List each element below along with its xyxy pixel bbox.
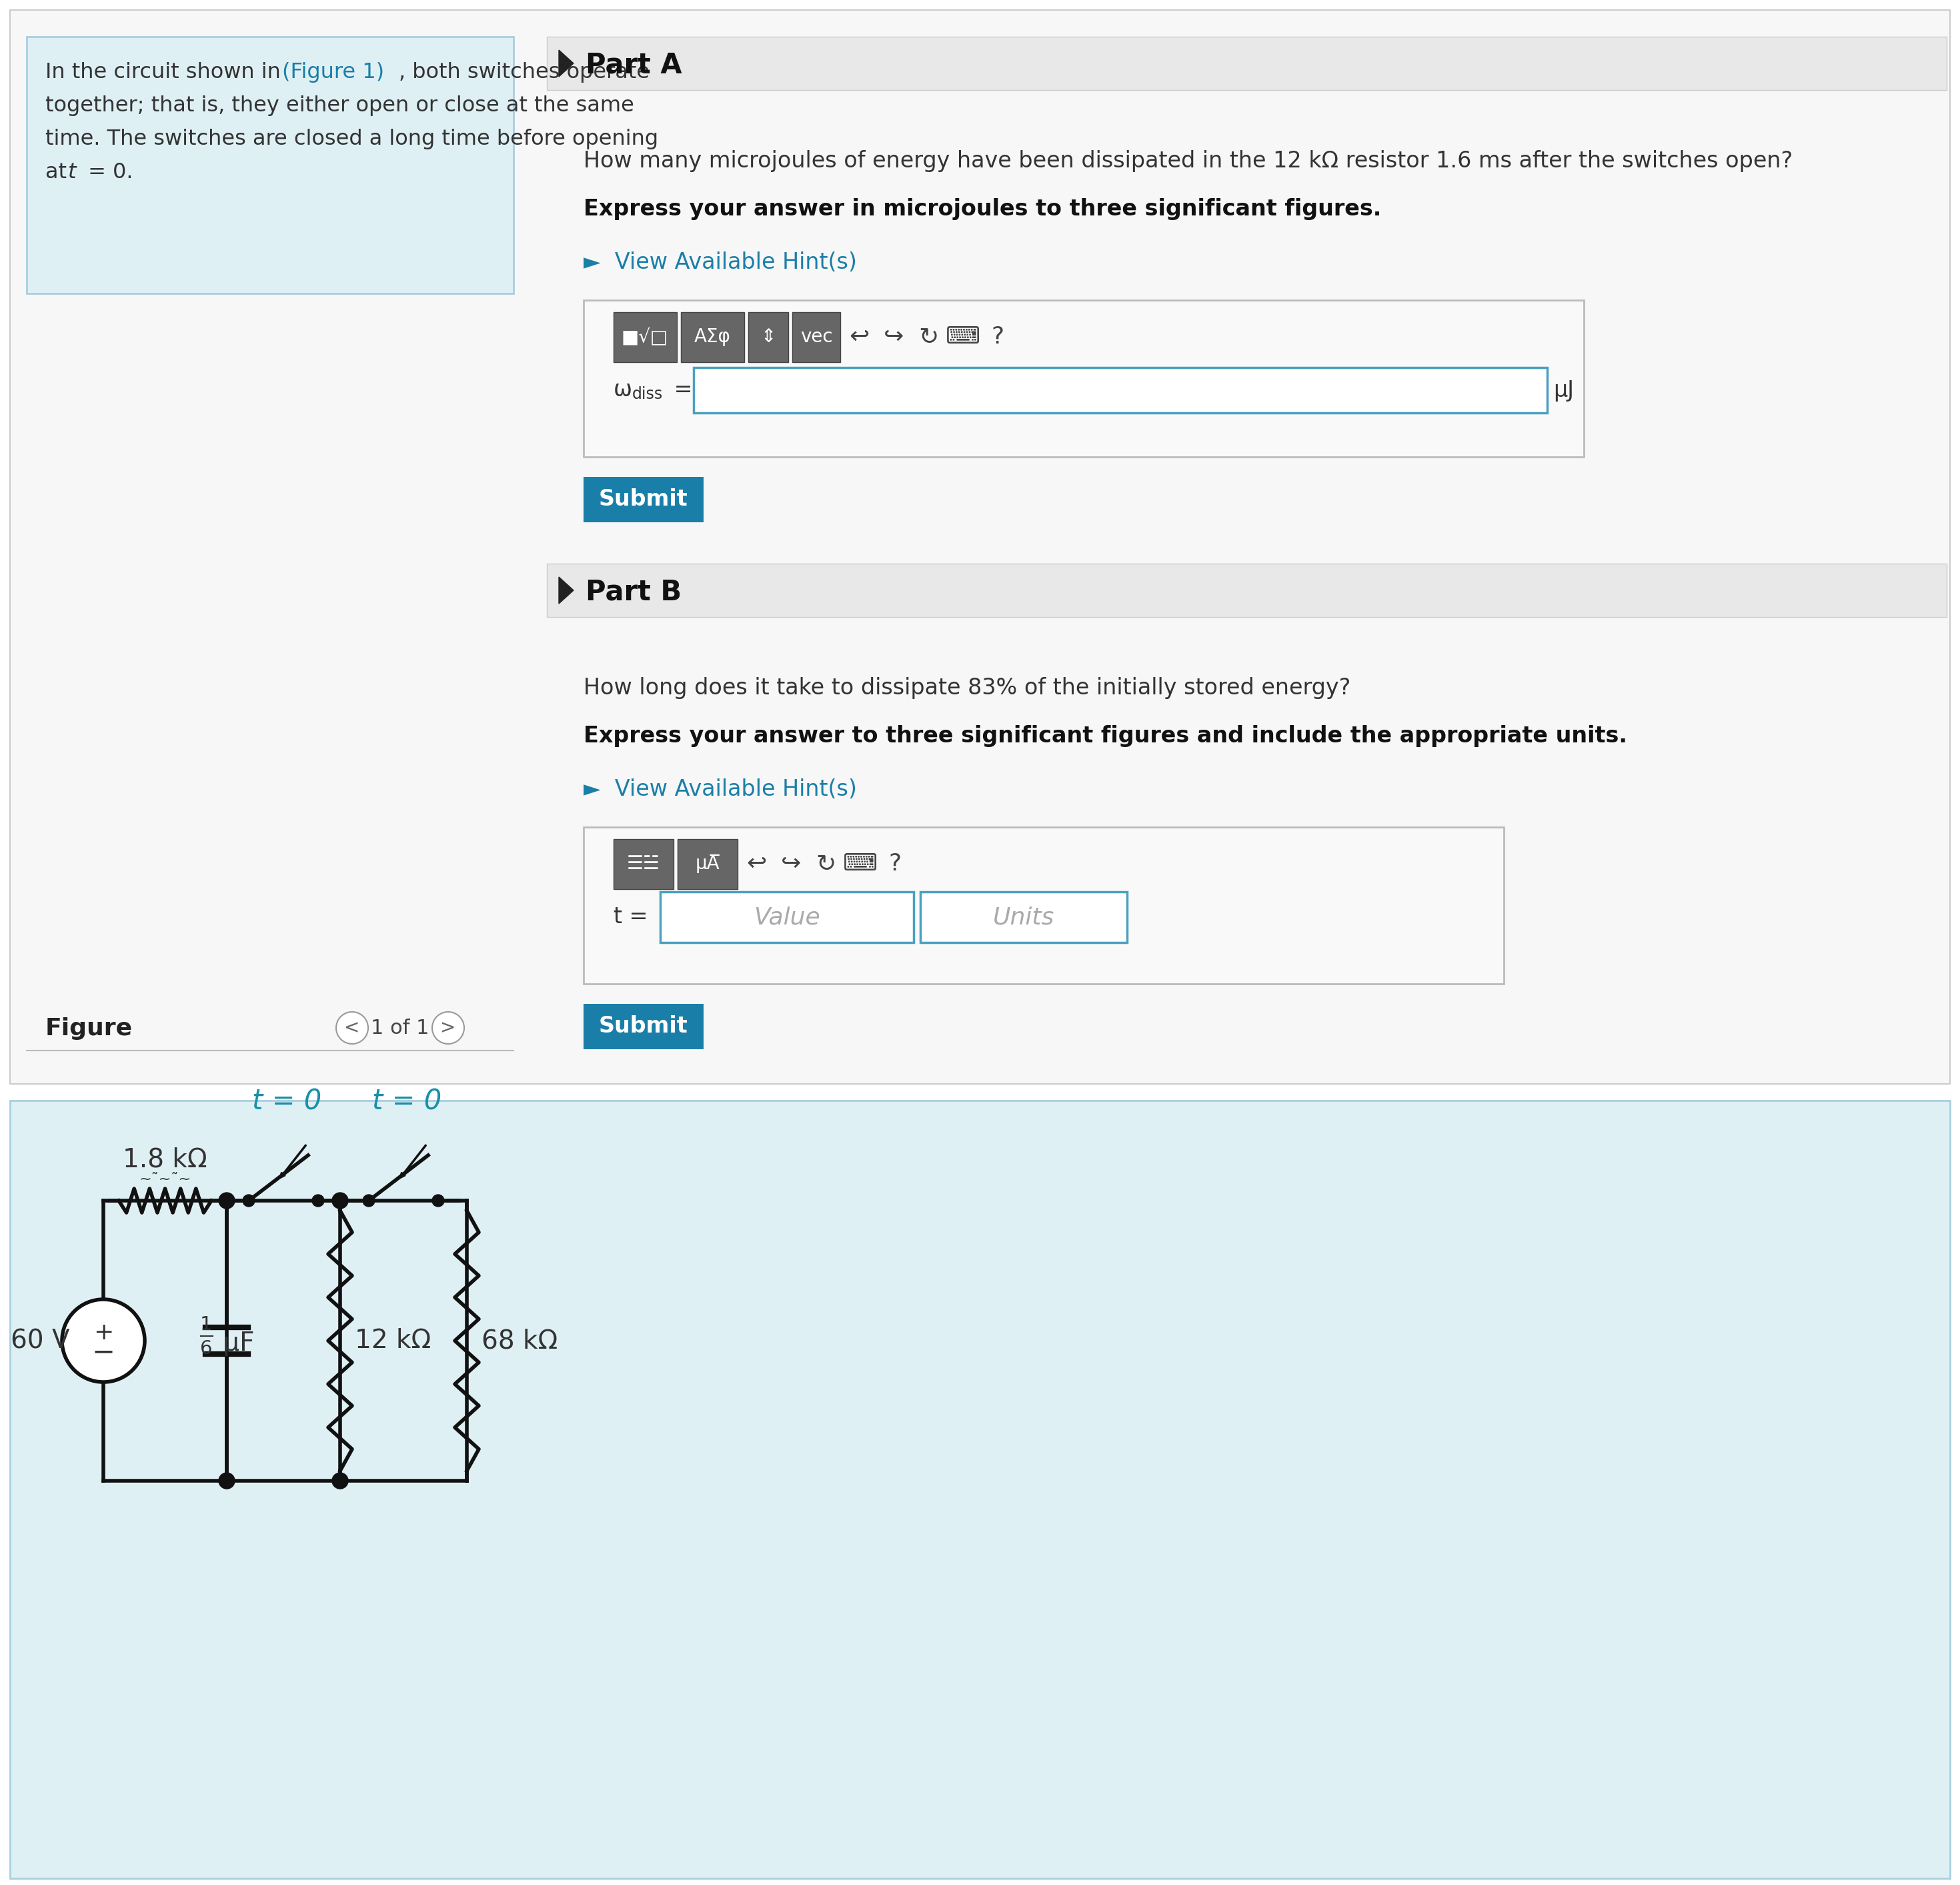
Circle shape bbox=[331, 1193, 349, 1208]
Bar bbox=[921, 892, 1127, 942]
Text: ↪: ↪ bbox=[884, 326, 904, 349]
Text: ↩: ↩ bbox=[747, 852, 766, 875]
Text: time. The switches are closed a long time before opening: time. The switches are closed a long tim… bbox=[45, 128, 659, 149]
Text: 12 kΩ: 12 kΩ bbox=[355, 1329, 431, 1353]
Text: μA̅: μA̅ bbox=[696, 854, 719, 873]
Bar bbox=[10, 1101, 1950, 1877]
Circle shape bbox=[431, 1012, 465, 1044]
Text: ⇕: ⇕ bbox=[760, 328, 776, 347]
Text: = 0.: = 0. bbox=[82, 162, 133, 183]
Text: at: at bbox=[45, 162, 73, 183]
Text: ►  View Available Hint(s): ► View Available Hint(s) bbox=[584, 251, 857, 273]
Circle shape bbox=[243, 1195, 255, 1206]
Bar bbox=[547, 36, 1946, 90]
Circle shape bbox=[220, 1472, 235, 1489]
Bar bbox=[584, 477, 704, 522]
Text: 60 V: 60 V bbox=[10, 1329, 69, 1353]
Text: Express your answer in microjoules to three significant figures.: Express your answer in microjoules to th… bbox=[584, 198, 1382, 221]
Circle shape bbox=[331, 1472, 349, 1489]
Text: ►  View Available Hint(s): ► View Available Hint(s) bbox=[584, 779, 857, 801]
Bar bbox=[10, 9, 1950, 1084]
Text: (Figure 1): (Figure 1) bbox=[282, 62, 384, 83]
Circle shape bbox=[431, 1195, 445, 1206]
Text: Submit: Submit bbox=[600, 488, 688, 511]
Bar bbox=[613, 313, 676, 362]
Text: ↻: ↻ bbox=[917, 326, 939, 349]
Text: +: + bbox=[94, 1321, 114, 1344]
Text: Part A: Part A bbox=[586, 51, 682, 79]
Circle shape bbox=[312, 1195, 323, 1206]
Text: ↪: ↪ bbox=[780, 852, 802, 875]
Text: t = 0: t = 0 bbox=[253, 1088, 321, 1116]
Text: t = 0: t = 0 bbox=[372, 1088, 441, 1116]
Text: ⌨: ⌨ bbox=[843, 852, 878, 875]
Circle shape bbox=[63, 1299, 145, 1382]
Text: ~˜~˜~: ~˜~˜~ bbox=[139, 1172, 192, 1186]
Bar bbox=[584, 300, 1584, 456]
Text: μF: μF bbox=[216, 1331, 255, 1355]
Circle shape bbox=[220, 1193, 235, 1208]
Text: Express your answer to three significant figures and include the appropriate uni: Express your answer to three significant… bbox=[584, 726, 1627, 746]
Text: $\frac{1}{6}$: $\frac{1}{6}$ bbox=[200, 1316, 214, 1355]
Text: ⌨: ⌨ bbox=[945, 326, 980, 349]
Text: ■√□: ■√□ bbox=[621, 328, 668, 347]
Bar bbox=[792, 313, 841, 362]
Text: How long does it take to dissipate 83% of the initially stored energy?: How long does it take to dissipate 83% o… bbox=[584, 677, 1350, 699]
Text: <: < bbox=[345, 1018, 361, 1037]
Text: Part B: Part B bbox=[586, 577, 682, 605]
Text: t: t bbox=[69, 162, 76, 183]
Bar bbox=[584, 1005, 704, 1050]
Bar bbox=[680, 313, 745, 362]
Text: vec: vec bbox=[800, 328, 833, 347]
Text: 1 of 1: 1 of 1 bbox=[370, 1018, 429, 1037]
Circle shape bbox=[363, 1195, 374, 1206]
Text: Figure: Figure bbox=[45, 1018, 133, 1041]
Bar bbox=[27, 36, 514, 294]
Text: How many microjoules of energy have been dissipated in the 12 kΩ resistor 1.6 ms: How many microjoules of energy have been… bbox=[584, 151, 1793, 172]
Text: ?: ? bbox=[992, 326, 1004, 349]
Bar bbox=[613, 839, 674, 890]
Text: , both switches operate: , both switches operate bbox=[398, 62, 649, 83]
Polygon shape bbox=[559, 51, 574, 77]
Text: t =: t = bbox=[613, 907, 649, 927]
Text: In the circuit shown in: In the circuit shown in bbox=[45, 62, 288, 83]
Text: ↻: ↻ bbox=[815, 852, 835, 875]
Text: ω: ω bbox=[613, 379, 633, 402]
Text: ↩: ↩ bbox=[849, 326, 868, 349]
Bar bbox=[749, 313, 788, 362]
Text: ?: ? bbox=[888, 852, 902, 875]
Bar bbox=[694, 368, 1546, 413]
Bar bbox=[661, 892, 913, 942]
Text: 68 kΩ: 68 kΩ bbox=[482, 1329, 559, 1353]
Text: 1.8 kΩ: 1.8 kΩ bbox=[123, 1146, 208, 1172]
Text: Submit: Submit bbox=[600, 1016, 688, 1037]
Text: μJ: μJ bbox=[1552, 379, 1574, 402]
Polygon shape bbox=[559, 577, 574, 603]
Text: =: = bbox=[666, 379, 692, 402]
Circle shape bbox=[335, 1012, 368, 1044]
Bar bbox=[678, 839, 737, 890]
Text: >: > bbox=[441, 1018, 457, 1037]
Bar bbox=[584, 828, 1503, 984]
Text: together; that is, they either open or close at the same: together; that is, they either open or c… bbox=[45, 96, 635, 117]
Text: diss: diss bbox=[633, 386, 662, 402]
Text: ☰☱: ☰☱ bbox=[627, 854, 661, 873]
Text: Value: Value bbox=[755, 907, 819, 929]
Text: Units: Units bbox=[994, 907, 1054, 929]
Text: AΣφ: AΣφ bbox=[694, 328, 731, 347]
Text: −: − bbox=[92, 1338, 116, 1367]
Bar bbox=[547, 564, 1946, 616]
